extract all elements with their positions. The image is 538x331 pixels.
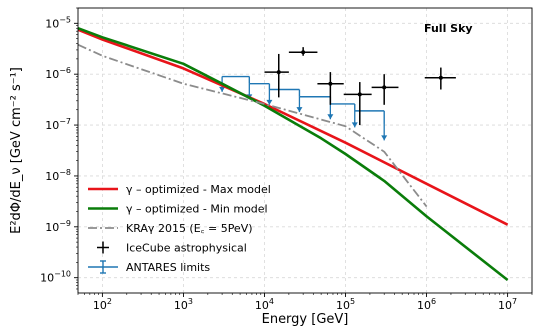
icecube-point xyxy=(382,85,387,90)
legend: γ – optimized - Max model γ – optimized -… xyxy=(88,183,271,274)
y-tick-label: 10−9 xyxy=(45,219,71,234)
y-tick-label: 10−10 xyxy=(40,270,71,285)
series-line-0 xyxy=(77,28,509,226)
grid-lines xyxy=(78,8,532,293)
y-axis-ticks: 10−10 10−9 10−8 10−7 10−6 10−5 xyxy=(40,7,78,290)
antares-limits-series xyxy=(219,75,388,141)
antares-limit-arrow-head xyxy=(381,135,388,141)
legend-label: KRAγ 2015 (E꜀ = 5PeV) xyxy=(126,222,253,235)
antares-limit-arrow-head xyxy=(327,114,334,120)
legend-label: γ – optimized - Min model xyxy=(126,203,268,216)
series-line-1 xyxy=(77,26,509,282)
legend-label: ANTARES limits xyxy=(126,261,210,274)
antares-limit-arrow-head xyxy=(219,86,226,92)
x-tick-label: 102 xyxy=(93,297,112,312)
series-line-2 xyxy=(77,43,428,208)
model-lines xyxy=(77,26,509,282)
x-tick-label: 103 xyxy=(174,297,193,312)
x-tick-label: 104 xyxy=(255,297,274,312)
y-tick-label: 10−5 xyxy=(45,15,71,30)
x-tick-label: 107 xyxy=(498,297,517,312)
x-tick-label: 106 xyxy=(417,297,436,312)
antares-limit-arrow-head xyxy=(266,99,273,105)
x-tick-label: 105 xyxy=(336,297,355,312)
icecube-point xyxy=(357,92,362,97)
icecube-points-series xyxy=(264,47,456,126)
icecube-point xyxy=(301,50,306,55)
legend-label: γ – optimized - Max model xyxy=(126,183,271,196)
plot-frame xyxy=(77,7,533,294)
y-tick-label: 10−7 xyxy=(45,117,71,132)
icecube-point xyxy=(328,81,333,86)
icecube-point xyxy=(276,70,281,75)
icecube-point xyxy=(438,75,443,80)
legend-label: IceCube astrophysical xyxy=(126,242,247,255)
x-axis-ticks: 102 103 104 105 106 107 xyxy=(77,293,533,312)
antares-limit-arrow-head xyxy=(296,107,303,113)
antares-limit-arrow-head xyxy=(351,122,358,128)
y-axis-label: E²dΦ/dE_ν [GeV cm⁻² s⁻¹] xyxy=(9,67,24,234)
full-sky-annotation: Full Sky xyxy=(424,22,473,35)
y-tick-label: 10−8 xyxy=(45,168,71,183)
y-tick-label: 10−6 xyxy=(45,66,71,81)
x-axis-label: Energy [GeV] xyxy=(262,312,349,327)
